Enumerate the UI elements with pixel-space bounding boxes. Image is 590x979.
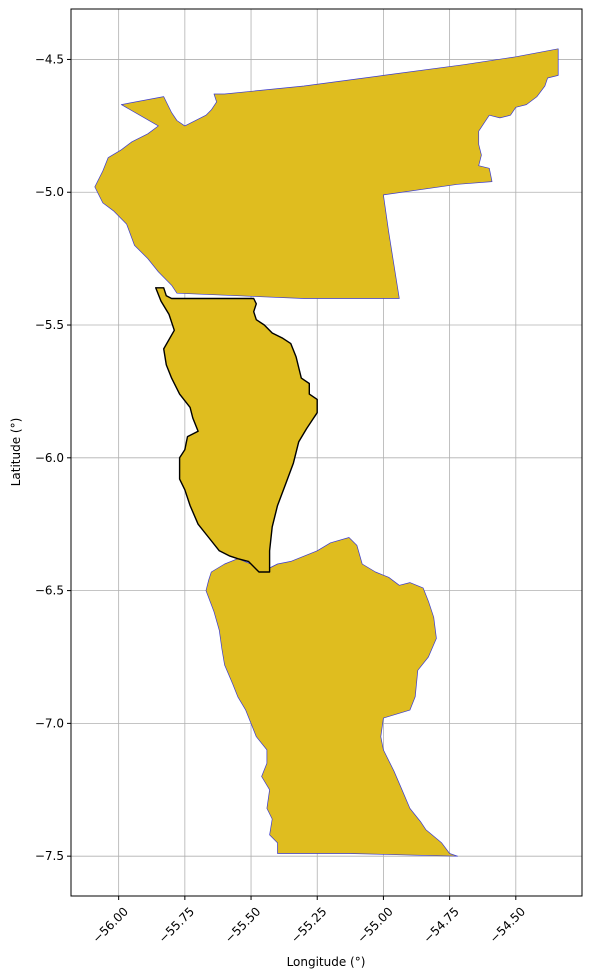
y-axis-ticks: −4.5 −5.0 −5.5 −6.0 −6.5 −7.0 −7.5: [35, 52, 71, 863]
y-axis-label: Latitude (°): [9, 418, 23, 487]
y-tick-label: −5.5: [35, 318, 64, 332]
x-axis-label: Longitude (°): [287, 955, 366, 969]
y-tick-label: −7.0: [35, 716, 64, 730]
map-regions: [94, 48, 559, 857]
region-south: [205, 537, 458, 857]
y-tick-label: −6.5: [35, 584, 64, 598]
y-tick-label: −7.5: [35, 849, 64, 863]
y-tick-label: −4.5: [35, 52, 64, 66]
y-tick-label: −6.0: [35, 451, 64, 465]
region-middle: [154, 287, 318, 573]
plot-frame: [70, 8, 583, 897]
region-north: [94, 48, 559, 299]
y-tick-label: −5.0: [35, 185, 64, 199]
